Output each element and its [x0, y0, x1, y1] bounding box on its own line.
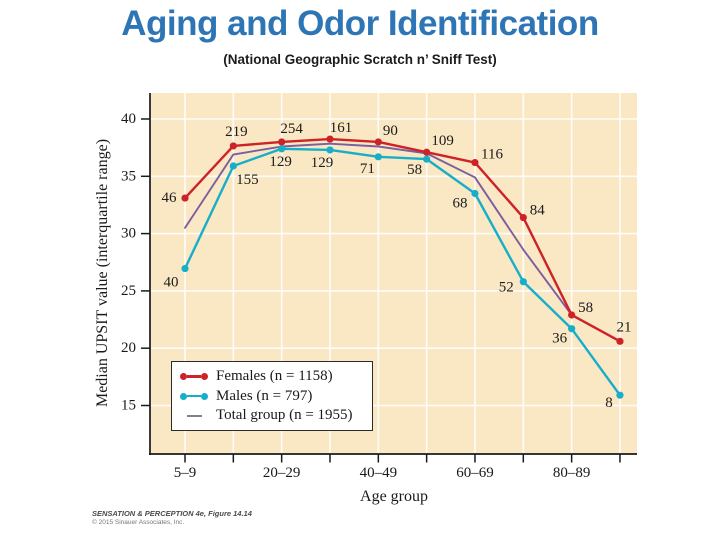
males-point-label: 8 — [605, 395, 613, 411]
series-females: 46 219 254 161 90 109 116 84 58 21 — [162, 120, 631, 345]
slide-title: Aging and Odor Identification — [121, 4, 599, 43]
males-data-point — [278, 145, 286, 153]
males-data-point — [229, 162, 237, 170]
legend-line-icon — [187, 394, 201, 398]
legend-dot-icon — [180, 372, 187, 380]
y-tick-label: 25 — [121, 283, 136, 299]
females-data-point — [616, 337, 624, 345]
females-point-label: 90 — [383, 123, 398, 139]
females-line-sample — [180, 372, 208, 380]
females-data-point — [568, 311, 576, 319]
females-data-point — [181, 194, 189, 202]
males-point-label: 58 — [407, 162, 422, 178]
females-point-label: 219 — [225, 124, 248, 140]
males-point-label: 36 — [552, 331, 568, 347]
males-point-label: 52 — [499, 280, 514, 296]
females-data-point — [229, 142, 237, 150]
y-tick-label: 40 — [121, 111, 136, 127]
males-point-label: 71 — [360, 161, 375, 177]
x-tick-label: 60–69 — [456, 465, 494, 481]
x-tick-label: 80–89 — [553, 465, 591, 481]
males-data-point — [616, 391, 624, 399]
x-axis-title: Age group — [360, 488, 428, 505]
total-line — [184, 142, 573, 316]
legend-label-total-group: Total group (n = 1955) — [216, 407, 353, 424]
y-tick-label: 30 — [121, 226, 136, 242]
females-point-label: 84 — [530, 203, 546, 219]
legend-line-icon — [187, 374, 201, 378]
males-point-label: 129 — [269, 154, 292, 170]
females-line — [183, 137, 622, 343]
females-point-label: 116 — [481, 147, 503, 163]
y-axis-title: Median UPSIT value (interquartile range) — [94, 138, 111, 408]
legend-dot-icon — [180, 392, 187, 400]
males-data-point — [471, 189, 479, 198]
males-data-point — [568, 325, 576, 333]
females-data-point — [278, 138, 286, 146]
series-total — [184, 142, 573, 316]
x-tick-label: 20–29 — [263, 465, 301, 481]
females-data-point — [374, 138, 382, 146]
males-data-point — [423, 155, 431, 163]
males-line-sample — [180, 392, 208, 400]
figure-credit-line2: © 2015 Sinauer Associates, Inc. — [92, 519, 185, 526]
y-tick-label: 20 — [121, 340, 136, 356]
slide-subtitle: (National Geographic Scratch n’ Sniff Te… — [223, 52, 497, 67]
figure-credit: SENSATION & PERCEPTION 4e, Figure 14.14 … — [92, 509, 252, 526]
females-data-point — [423, 148, 431, 156]
legend-dot-icon — [201, 392, 208, 400]
legend-label-females: Females (n = 1158) — [216, 367, 333, 384]
series-males: 40 155 129 129 71 58 68 52 36 8 — [164, 145, 624, 411]
females-point-label: 46 — [162, 190, 178, 206]
legend-item-total-group: Total group (n = 1955) — [180, 408, 372, 423]
x-tick-label: 5–9 — [174, 465, 197, 481]
legend-label-males: Males (n = 797) — [216, 387, 313, 404]
legend-item-males: Males (n = 797) — [180, 387, 372, 404]
females-point-label: 109 — [431, 133, 454, 149]
legend-dot-icon — [201, 372, 208, 380]
females-data-point — [471, 158, 479, 167]
legend-line-icon — [186, 414, 202, 417]
females-point-label: 21 — [616, 319, 631, 335]
y-tick-label: 15 — [121, 398, 136, 414]
total-group-line-sample — [180, 414, 208, 417]
males-point-label: 68 — [452, 195, 467, 211]
males-data-point — [181, 264, 189, 273]
females-data-point — [326, 135, 334, 143]
females-point-label: 161 — [330, 120, 353, 136]
legend-item-females: Females (n = 1158) — [180, 367, 372, 384]
x-tick-label: 40–49 — [360, 465, 398, 481]
males-point-label: 40 — [164, 275, 179, 291]
females-data-point — [519, 213, 527, 222]
legend: Females (n = 1158) Males (n = 797) Total… — [171, 361, 373, 431]
figure-credit-line1: SENSATION & PERCEPTION 4e, Figure 14.14 — [92, 509, 252, 518]
males-point-label: 129 — [311, 155, 334, 171]
males-data-point — [374, 153, 382, 161]
males-data-point — [326, 146, 334, 154]
males-line — [183, 147, 622, 397]
males-data-point — [519, 278, 527, 286]
females-point-label: 254 — [280, 121, 303, 137]
males-point-label: 155 — [236, 172, 259, 188]
y-tick-label: 35 — [121, 168, 136, 184]
females-point-label: 58 — [578, 300, 593, 316]
